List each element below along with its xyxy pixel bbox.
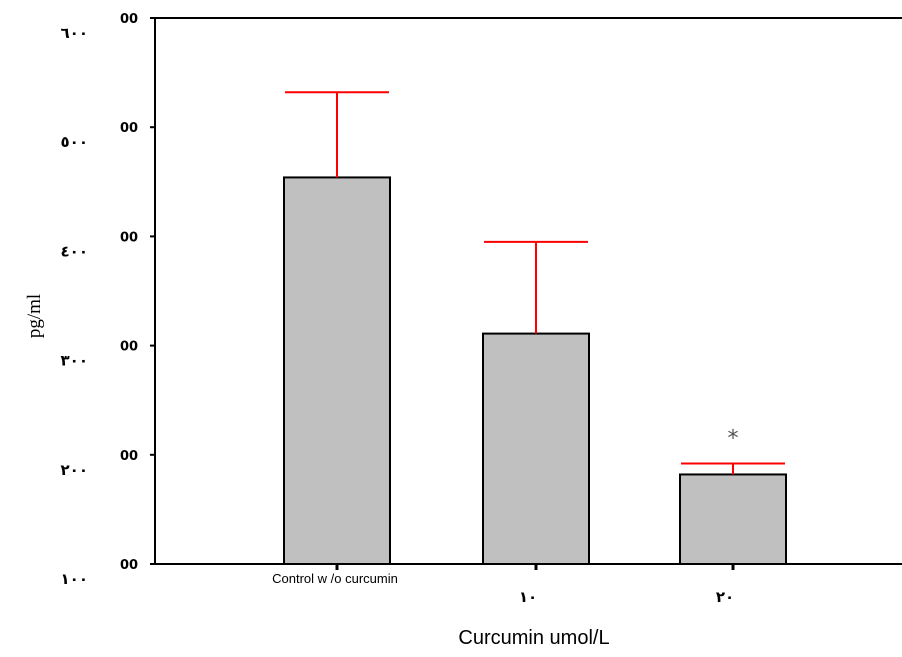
x-tick-label: ١٠: [519, 588, 537, 606]
y-ticks: ٦٠٠ 00 ٥٠٠ 00 ٤٠٠ 00 ٣٠٠ 00 ٢٠٠ 00 ١٠٠ 00: [61, 12, 155, 588]
y-tick-label: ٣٠٠: [61, 352, 88, 370]
bar: [283, 176, 391, 565]
y-tick-label: ١٠٠: [61, 570, 88, 588]
bar: [679, 473, 787, 565]
bar: [482, 332, 590, 566]
x-tick-label: ٢٠: [716, 588, 734, 606]
x-axis-label: Curcumin umol/L: [458, 627, 609, 649]
y-tick-label: ٥٠٠: [61, 133, 88, 151]
x-tick-label: Control w /o curcumin: [272, 571, 398, 586]
x-ticks: Control w /o curcumin ١٠ ٢٠: [272, 564, 735, 606]
y-tick-suffix: 00: [120, 558, 138, 573]
y-tick-suffix: 00: [120, 230, 138, 245]
significance-marker: *: [728, 427, 739, 452]
y-tick-label: ٤٠٠: [61, 242, 88, 260]
y-tick-suffix: 00: [120, 12, 138, 27]
bars: *: [283, 91, 787, 566]
y-tick-label: ٦٠٠: [61, 24, 88, 42]
y-tick-label: ٢٠٠: [61, 461, 88, 479]
y-tick-suffix: 00: [120, 449, 138, 464]
y-axis-label: pg/ml: [24, 294, 45, 338]
y-tick-suffix: 00: [120, 340, 138, 355]
y-tick-suffix: 00: [120, 121, 138, 136]
